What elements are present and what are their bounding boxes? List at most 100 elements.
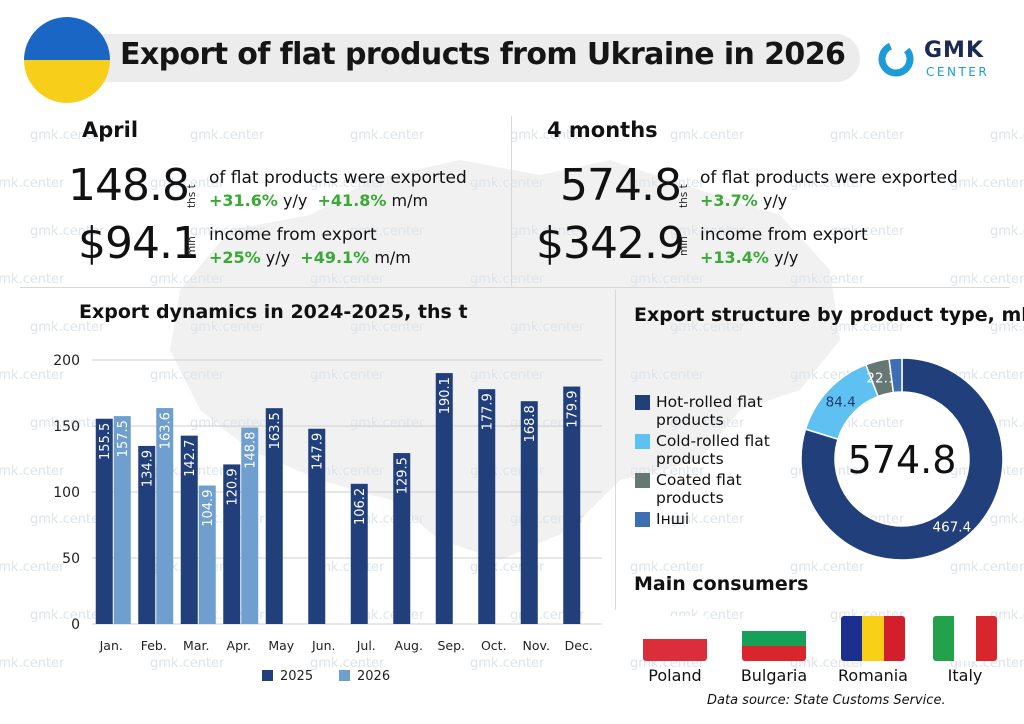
april-volume-yy: +31.6% [209, 191, 278, 210]
bar-value-label: 190.1 [438, 377, 453, 414]
bar-2026 [156, 408, 174, 624]
bar-2026 [113, 416, 131, 624]
april-income-changes: +25% y/y +49.1% m/m [209, 248, 411, 267]
bar-value-label: 155.5 [98, 423, 113, 460]
bar-value-label: 179.9 [566, 391, 581, 428]
april-volume-yy-suffix: y/y [283, 191, 308, 210]
donut-legend-label: Інші [656, 510, 690, 528]
x-tick-label: Mar. [183, 638, 209, 653]
consumer-bulgaria: Bulgaria [741, 616, 807, 685]
consumer-name: Bulgaria [740, 666, 808, 685]
four-months-income: $342.9 [536, 218, 685, 269]
consumer-poland: Poland [643, 616, 707, 685]
watermark-text: gmk.center [0, 272, 65, 287]
bar-2025 [95, 418, 113, 624]
four-months-volume-yy-suffix: y/y [762, 191, 788, 210]
four-months-volume-changes: +3.7% y/y [700, 191, 787, 210]
bar-2026 [198, 485, 216, 624]
x-tick-label: Oct. [481, 638, 507, 653]
april-income-desc: income from export [209, 225, 377, 245]
bar-2025 [308, 428, 326, 624]
logo-ring-icon [878, 41, 914, 77]
bar-2025 [265, 408, 283, 624]
april-income-yy-suffix: y/y [265, 248, 291, 267]
ukraine-flag-icon [24, 17, 110, 103]
watermark-text: gmk.center [990, 224, 1024, 239]
bar-2025 [393, 453, 411, 624]
donut-slice-label: 467.4 [933, 520, 972, 536]
bar-2025 [350, 483, 368, 624]
y-tick-label: 100 [53, 485, 80, 501]
legend-swatch-2025 [262, 670, 273, 681]
bar-value-label: 163.5 [268, 412, 283, 449]
april-volume-unit: ths t [186, 184, 198, 208]
x-tick-label: Nov. [523, 638, 550, 653]
x-tick-label: Sep. [437, 638, 465, 653]
logo-sub-text: CENTER [926, 65, 990, 79]
april-volume-mm: +41.8% [317, 191, 387, 210]
consumer-italy: Italy [933, 616, 997, 685]
bar-value-label: 142.7 [183, 440, 198, 477]
april-income-unit: mln [186, 236, 198, 256]
april-income: $94.1 [78, 218, 200, 269]
watermark-text: gmk.center [950, 176, 1024, 191]
consumer-romania: Romania [838, 616, 908, 685]
four-months-income-yy-suffix: y/y [774, 248, 799, 267]
watermark-text: gmk.center [950, 560, 1024, 575]
bar-value-label: 134.9 [141, 450, 156, 487]
bar-value-label: 147.9 [311, 433, 326, 470]
april-label: April [82, 118, 139, 142]
donut-legend-swatch [635, 395, 650, 410]
donut-chart: 467.4 84.4 22.1 574.8 [800, 357, 1004, 561]
donut-chart-title: Export structure by product type, mln t [634, 304, 1024, 326]
bar-value-label: 148.8 [244, 432, 259, 469]
page-title: Export of flat products from Ukraine in … [120, 37, 846, 72]
four-months-volume-desc: of flat products were exported [700, 168, 958, 188]
bulgaria-flag-icon [742, 616, 806, 661]
april-volume-mm-suffix: m/m [391, 191, 429, 210]
bar-2026 [241, 427, 259, 624]
donut-center-label: 574.8 [848, 438, 957, 482]
donut-legend-swatch [635, 434, 650, 449]
donut-slice-label: 84.4 [826, 395, 856, 411]
legend-swatch-2026 [339, 670, 350, 681]
top-divider [511, 116, 512, 286]
bar-value-label: 120.9 [226, 468, 241, 505]
y-tick-label: 150 [53, 419, 80, 435]
four-months-income-yy: +13.4% [700, 248, 769, 267]
april-income-mm: +49.1% [300, 248, 370, 267]
consumer-name: Italy [947, 666, 983, 685]
y-tick-label: 200 [53, 353, 80, 369]
four-months-volume: 574.8 [560, 160, 682, 211]
bar-2025 [138, 445, 156, 624]
donut-legend-swatch [635, 473, 650, 488]
bar-value-label: 104.9 [201, 490, 216, 527]
bar-2025 [223, 464, 241, 624]
donut-legend-swatch [635, 512, 650, 527]
april-volume: 148.8 [68, 160, 190, 211]
y-tick-label: 50 [62, 551, 80, 567]
consumer-name: Romania [838, 666, 908, 685]
bar-2025 [435, 373, 453, 624]
consumers-title: Main consumers [634, 573, 809, 595]
four-months-volume-unit: ths t [678, 184, 690, 208]
x-tick-label: Dec. [565, 638, 593, 653]
april-volume-desc: of flat products were exported [209, 168, 467, 188]
x-tick-label: Feb. [141, 638, 167, 653]
april-income-mm-suffix: m/m [374, 248, 411, 267]
bar-value-label: 168.8 [523, 405, 538, 442]
donut-slice [800, 357, 1004, 561]
four-months-income-desc: income from export [700, 225, 868, 245]
four-months-label: 4 months [547, 118, 658, 142]
consumer-name: Poland [648, 666, 702, 685]
bar-2025 [180, 435, 198, 624]
data-source: Data source: State Customs Service. [707, 693, 946, 708]
watermark-text: gmk.center [0, 176, 65, 191]
x-tick-label: Jul. [356, 638, 376, 653]
bar-2025 [478, 389, 496, 624]
title-bar [98, 34, 860, 82]
bar-value-label: 177.9 [481, 393, 496, 430]
april-income-yy: +25% [209, 248, 261, 267]
x-tick-label: Jun. [311, 638, 336, 653]
